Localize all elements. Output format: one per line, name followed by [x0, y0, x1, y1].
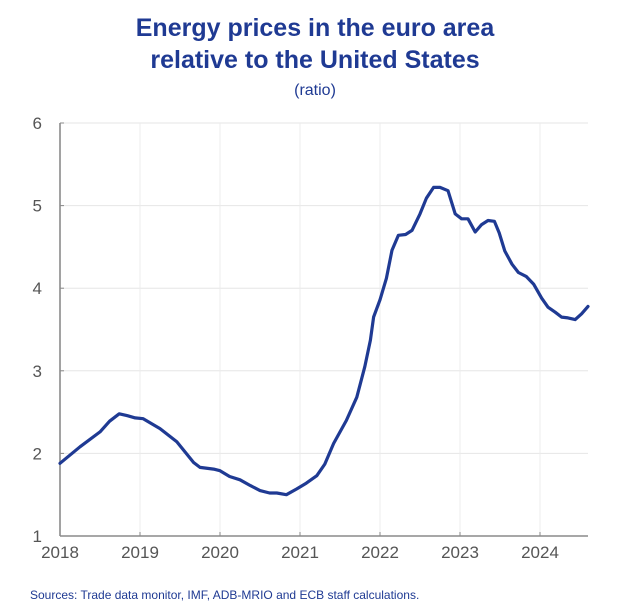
- x-tick-label: 2019: [121, 543, 159, 562]
- source-note: Sources: Trade data monitor, IMF, ADB-MR…: [30, 588, 420, 602]
- y-tick-label: 3: [33, 362, 42, 381]
- tick-labels: 1 2 3 4 5 6 2018 2019 2020 2021 2022 2023 2024: [33, 114, 559, 562]
- y-tick-label: 6: [33, 114, 42, 133]
- chart-title-line-2: relative to the United States: [150, 46, 480, 74]
- line-chart: 1 2 3 4 5 6 2018 2019 2020 2021 2022 2023 2024: [33, 114, 590, 562]
- x-tick-label: 2021: [281, 543, 319, 562]
- y-tick-label: 2: [33, 444, 42, 463]
- gridlines: [60, 122, 588, 536]
- chart-subtitle: (ratio): [294, 82, 336, 99]
- x-tick-label: 2018: [41, 543, 79, 562]
- x-tick-label: 2023: [441, 543, 479, 562]
- y-tick-label: 5: [33, 197, 42, 216]
- series-line: [58, 185, 590, 497]
- chart-title-line-1: Energy prices in the euro area: [135, 14, 495, 42]
- y-tick-label: 1: [33, 527, 42, 546]
- y-tick-label: 4: [33, 279, 42, 298]
- x-tick-label: 2020: [201, 543, 239, 562]
- x-tick-label: 2022: [361, 543, 399, 562]
- series-group: [58, 185, 590, 497]
- axes: [59, 122, 588, 537]
- x-tick-label: 2024: [521, 543, 559, 562]
